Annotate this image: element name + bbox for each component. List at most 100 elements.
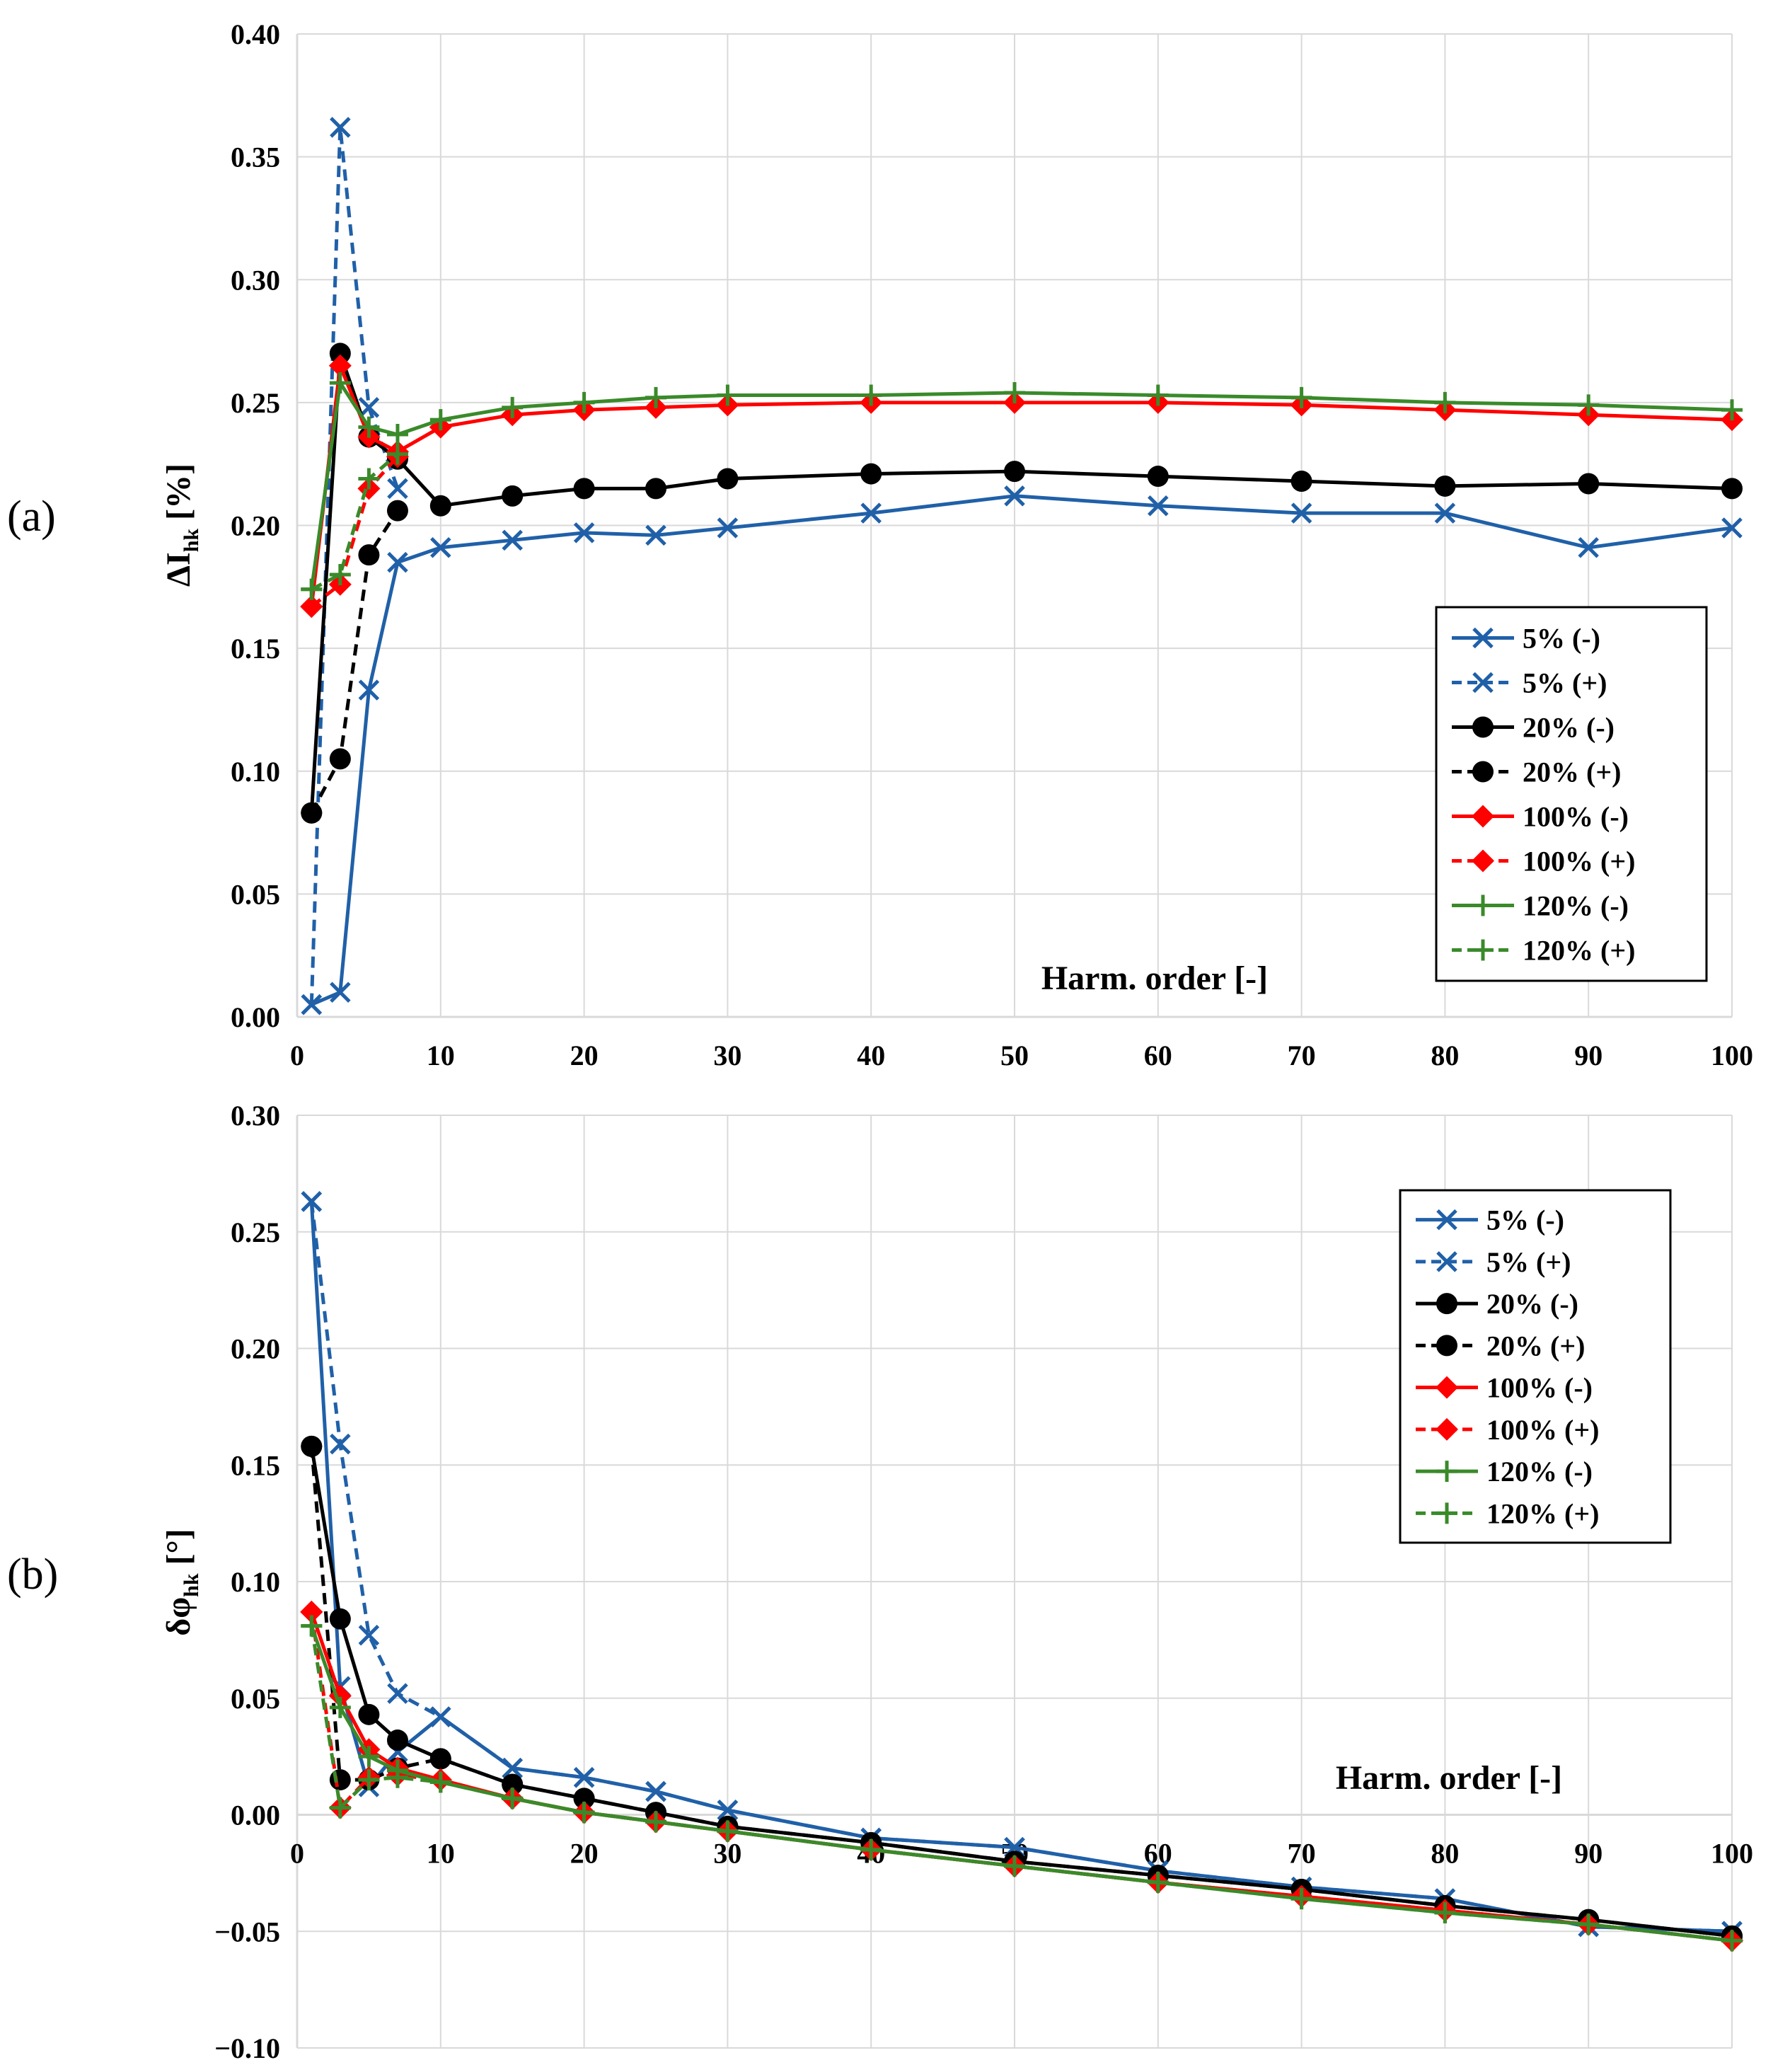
data-point	[860, 384, 882, 406]
data-point	[502, 1773, 524, 1795]
y-axis-label-unit: [%]	[160, 464, 197, 529]
legend-label: 100% (-)	[1486, 1372, 1593, 1404]
series-line	[309, 1611, 1733, 1942]
data-point	[1147, 1872, 1169, 1894]
legend-label: 120% (-)	[1486, 1456, 1593, 1487]
panel-label: (a)	[7, 493, 56, 541]
data-point	[301, 578, 323, 600]
data-point	[329, 748, 351, 770]
data-point	[300, 595, 323, 618]
data-point	[1578, 1913, 1600, 1935]
series-120-	[301, 443, 408, 600]
legend-marker	[1472, 894, 1494, 916]
data-point	[1004, 1855, 1025, 1877]
data-point	[1148, 495, 1169, 517]
chart-panel-a: 0 10 20 30 40 50 60 70 80 90 100 0.00 0.05 0.10 0.15 0.…	[7, 18, 1753, 1071]
data-point	[860, 1838, 882, 1860]
legend-marker	[1472, 716, 1494, 738]
data-point	[717, 517, 739, 539]
data-point	[358, 544, 380, 566]
legend-marker	[1472, 761, 1494, 783]
legend-marker	[1472, 939, 1494, 961]
legend-label: 5% (+)	[1486, 1246, 1571, 1278]
legend-label: 20% (-)	[1523, 712, 1615, 744]
data-point	[329, 1769, 351, 1791]
data-point	[1434, 475, 1456, 497]
y-tick-label: 0.15	[231, 633, 280, 664]
y-axis-label-sub: hk	[180, 529, 203, 553]
data-point	[329, 1696, 351, 1718]
data-point	[429, 1748, 451, 1770]
x-axis-label: Harm. order [-]	[1336, 1759, 1562, 1797]
series-line	[310, 455, 399, 609]
data-point	[502, 485, 524, 507]
data-point	[301, 1191, 323, 1212]
legend-marker	[1436, 1335, 1457, 1357]
data-point	[358, 1703, 380, 1725]
x-tick-label: 0	[290, 1040, 304, 1071]
y-tick-label: 0.05	[231, 878, 280, 910]
x-tick-label: 30	[713, 1838, 741, 1870]
legend: 5% (-) 5% (+) 20% (-) 20% (+) 100% (-) 100% (…	[1399, 1189, 1672, 1544]
y-tick-label: 0.40	[231, 18, 280, 50]
legend-label: 120% (-)	[1523, 890, 1629, 922]
data-point	[330, 117, 351, 138]
data-point	[1290, 502, 1312, 524]
data-point	[573, 391, 595, 413]
x-tick-label: 20	[570, 1838, 599, 1870]
data-point	[1721, 399, 1743, 421]
data-point	[386, 500, 408, 522]
legend-marker	[1436, 1502, 1457, 1524]
legend-marker	[1472, 805, 1494, 828]
y-tick-label: 0.30	[231, 264, 280, 296]
data-point	[387, 551, 408, 573]
data-point	[329, 1608, 351, 1630]
x-axis-label: Harm. order [-]	[1041, 960, 1268, 997]
data-point	[1578, 473, 1600, 495]
legend-label: 5% (-)	[1486, 1204, 1564, 1236]
data-point	[717, 384, 739, 406]
data-point	[573, 478, 595, 500]
series-20-	[301, 500, 408, 824]
data-point	[717, 468, 739, 490]
x-tick-label: 80	[1431, 1040, 1459, 1071]
legend-label: 100% (+)	[1486, 1414, 1599, 1446]
data-point	[328, 354, 352, 377]
legend-label: 120% (+)	[1523, 935, 1635, 967]
data-point	[330, 982, 351, 1003]
data-point	[386, 1729, 408, 1751]
series-line	[309, 351, 1733, 813]
series-120-	[301, 372, 1743, 600]
data-point	[329, 372, 351, 394]
series-line	[309, 381, 1733, 590]
x-tick-label: 100	[1711, 1838, 1753, 1870]
x-tick-label: 20	[570, 1040, 599, 1071]
legend-label: 100% (-)	[1523, 801, 1629, 833]
data-point	[358, 416, 380, 438]
x-tick-label: 90	[1574, 1838, 1602, 1870]
legend-label: 100% (+)	[1523, 846, 1635, 877]
data-point	[430, 1706, 451, 1727]
legend-box	[1435, 606, 1708, 982]
legend-label: 5% (-)	[1523, 623, 1600, 655]
data-point	[429, 409, 451, 431]
data-point	[1147, 384, 1169, 406]
data-point	[573, 1802, 595, 1824]
x-tick-label: 10	[427, 1838, 455, 1870]
data-point	[1004, 381, 1025, 403]
data-point	[429, 1771, 451, 1793]
legend: 5% (-) 5% (+) 20% (-) 20% (+) 100% (-) 100% (…	[1435, 606, 1708, 982]
data-point	[645, 478, 666, 500]
data-point	[645, 1780, 666, 1802]
y-tick-label: 0.20	[231, 1333, 280, 1365]
series-line	[309, 364, 1733, 607]
data-point	[1434, 1901, 1456, 1923]
y-axis-label-sub: hk	[180, 1573, 203, 1597]
data-point	[645, 1811, 666, 1833]
y-tick-label: 0.35	[231, 142, 280, 173]
y-axis-label: ΔIhk [%]	[160, 464, 203, 587]
data-point	[1004, 485, 1025, 507]
data-point	[386, 443, 408, 465]
data-point	[300, 1600, 323, 1623]
legend-label: 5% (+)	[1523, 667, 1607, 699]
